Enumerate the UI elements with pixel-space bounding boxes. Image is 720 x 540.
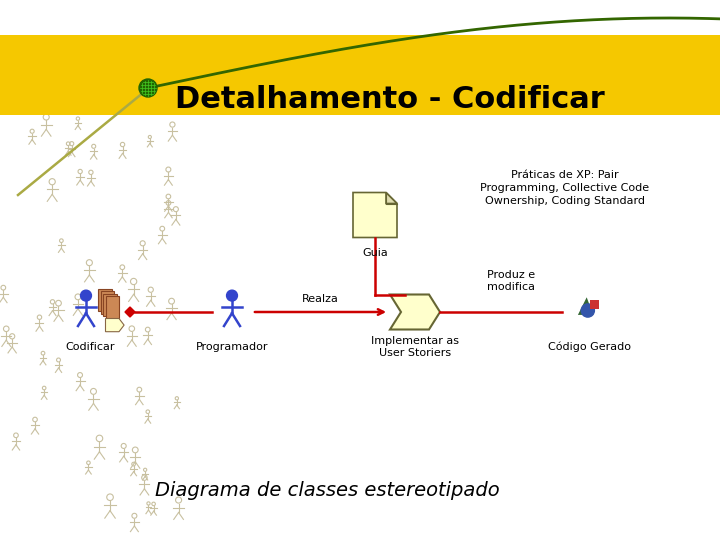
- Circle shape: [581, 304, 595, 317]
- Text: Codificar: Codificar: [66, 342, 114, 352]
- Text: 1: 1: [112, 320, 119, 330]
- Text: Diagrama de classes estereotipado: Diagrama de classes estereotipado: [155, 481, 500, 500]
- Text: Produz e
modifica: Produz e modifica: [487, 269, 535, 292]
- Circle shape: [139, 79, 157, 97]
- Text: Práticas de XP: Pair
Programming, Collective Code
Ownership, Coding Standard: Práticas de XP: Pair Programming, Collec…: [480, 170, 649, 206]
- Text: Programador: Programador: [196, 342, 269, 352]
- Text: Realza: Realza: [302, 294, 339, 304]
- Polygon shape: [386, 192, 397, 204]
- Bar: [590, 300, 599, 309]
- Circle shape: [227, 290, 238, 301]
- Circle shape: [81, 290, 91, 301]
- Polygon shape: [578, 298, 593, 315]
- Bar: [0, 35, 720, 115]
- Polygon shape: [125, 307, 135, 317]
- Bar: [101, 291, 114, 314]
- Polygon shape: [390, 294, 440, 329]
- Polygon shape: [353, 192, 397, 238]
- Polygon shape: [106, 319, 124, 332]
- Text: Detalhamento - Codificar: Detalhamento - Codificar: [175, 85, 605, 114]
- Text: Implementar as
User Storiers: Implementar as User Storiers: [371, 336, 459, 359]
- Bar: [106, 296, 119, 319]
- Text: Código Gerado: Código Gerado: [549, 342, 631, 353]
- Bar: [98, 288, 112, 311]
- Bar: [103, 294, 117, 316]
- Text: Guia: Guia: [362, 247, 388, 258]
